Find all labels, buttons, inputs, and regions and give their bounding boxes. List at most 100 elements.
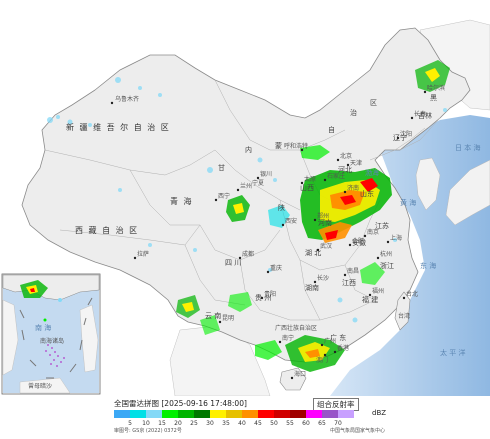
region-label-neimenggu-5: 区: [370, 99, 377, 107]
inset-land-south: [19, 377, 71, 394]
legend-tick-label: 45: [254, 420, 262, 427]
region-label-neimenggu-3: 自: [328, 125, 335, 134]
region-label-fujian: 福 建: [362, 295, 378, 304]
legend-tick-label: 50: [270, 420, 278, 427]
city-label-lanzhou: 兰州: [240, 182, 252, 190]
city-label-hangzhou: 杭州: [380, 250, 392, 258]
region-label-gansu: 甘: [218, 163, 225, 172]
legend-tick-label: 15: [158, 420, 166, 427]
region-label-ningxia: 宁夏: [252, 179, 264, 187]
region-label-sichuan: 四 川: [225, 259, 241, 267]
map-credit: 中国气象局国家气象中心: [330, 428, 386, 434]
region-label-xizang: 西 藏 自 治 区: [75, 225, 139, 235]
legend-unit: dBZ: [372, 409, 387, 417]
inset-coast: [2, 274, 100, 301]
region-label-qinghai: 青 海: [170, 196, 193, 206]
japan-islands: [445, 159, 490, 226]
sea-label-pacific: 太 平 洋: [440, 348, 465, 357]
city-label-taiyuan: 太原: [304, 175, 316, 183]
legend-swatch: [130, 410, 146, 418]
hainan-island: [279, 367, 307, 391]
legend-tick-label: 25: [190, 420, 198, 427]
sea-label-huanghai: 黄 海: [400, 198, 416, 207]
region-label-shaanxi: 陕: [278, 203, 285, 212]
city-label-beijing: 北京: [340, 152, 352, 160]
city-label-zhengzhou: 郑州: [317, 212, 329, 220]
inset-nine-dash-line: [19, 297, 93, 379]
radar-echoes: [47, 60, 450, 372]
inset-label-nanhai-islands: 南海诸岛: [40, 337, 64, 345]
legend-tick-label: 35: [222, 420, 230, 427]
legend-swatch: [194, 410, 210, 418]
region-label-henan: 河南: [318, 218, 332, 227]
city-label-wuhan: 武汉: [320, 242, 332, 250]
sea-labels: 渤海 黄 海 东 海 太 平 洋 日 本 海: [365, 143, 480, 357]
legend-tick-label: 60: [302, 420, 310, 427]
city-label-shanghai: 上海: [390, 234, 402, 242]
city-label-guangzhou: 广州: [324, 337, 336, 345]
map-approval-number: 审图号: GS京 (2022) 0372号: [114, 428, 182, 434]
legend-tick-label: 5: [128, 420, 132, 427]
legend-tick-label: 10: [142, 420, 150, 427]
south-china-sea-inset: 南海诸岛 南 海 曾母暗沙: [1, 273, 101, 395]
city-label-hohhot: 呼和浩特: [284, 142, 308, 150]
region-label-heilongjiang: 黑: [430, 94, 437, 102]
legend-tick-label: 40: [238, 420, 246, 427]
inset-land-west: [2, 299, 19, 376]
city-label-hefei: 合肥: [352, 237, 364, 245]
region-label-anhui: 安徽: [352, 238, 366, 247]
legend-tick-label: 30: [206, 420, 214, 427]
legend-tick-label: 70: [334, 420, 342, 427]
city-labels: 乌鲁木齐 西宁 兰州 拉萨 成都 重庆 贵阳 昆明 南宁 广州 海口 长沙 武汉…: [115, 84, 445, 378]
city-label-tianjin: 天津: [350, 160, 362, 167]
city-label-kunming: 昆明: [222, 315, 234, 322]
legend-swatch: [338, 410, 354, 418]
region-label-zhejiang: 浙江: [380, 261, 394, 270]
inset-label-zengmu: 曾母暗沙: [28, 382, 52, 390]
legend-swatch: [210, 410, 226, 418]
taiwan-island: [394, 291, 411, 331]
region-label-jilin: 吉林: [418, 111, 432, 120]
region-label-neimenggu-2: 蒙: [275, 141, 282, 150]
sea-label-donghai: 东 海: [420, 261, 436, 270]
city-label-nanning: 南宁: [282, 334, 294, 342]
legend-swatch: [322, 410, 338, 418]
region-label-yunnan: 云 南: [205, 311, 221, 320]
city-label-fuzhou: 福州: [372, 287, 384, 295]
legend-swatch: [274, 410, 290, 418]
region-label-guizhou: 贵 州: [255, 293, 271, 302]
inset-islands: [45, 344, 65, 367]
region-label-guangxi: 广西壮族自治区: [275, 324, 317, 332]
city-label-shijiazhuang: 石家庄: [327, 172, 345, 180]
legend-swatch: [258, 410, 274, 418]
legend-swatch: [242, 410, 258, 418]
region-label-neimenggu-1: 内: [245, 145, 252, 154]
city-label-jinan: 济南: [347, 184, 359, 192]
city-label-changsha: 长沙: [317, 274, 329, 282]
legend-swatch: [306, 410, 322, 418]
city-label-hongkong: 香港: [337, 344, 349, 352]
city-label-chongqing: 重庆: [270, 264, 282, 272]
legend-swatch: [114, 410, 130, 418]
region-label-shandong: 山东: [360, 189, 374, 198]
sea-label-bohai: 渤海: [365, 168, 379, 177]
sea-area: [330, 115, 490, 396]
city-label-shenyang: 沈阳: [400, 130, 412, 138]
legend-ticks: 5 10 15 20 25 30 35 40 45 50 55 60 65 70: [108, 420, 368, 429]
region-label-hubei: 湖 北: [305, 248, 321, 257]
radar-legend: 全国雷达拼图 [2025-09-16 17:48:00] 组合反射率 5 10 15…: [0, 396, 490, 439]
city-label-chengdu: 成都: [242, 250, 254, 258]
region-label-jiangxi: 江西: [342, 279, 356, 287]
region-label-hebei: 河北: [338, 166, 352, 174]
legend-tick-label: 65: [318, 420, 326, 427]
region-label-xinjiang: 新 疆 维 吾 尔 自 治 区: [66, 122, 170, 132]
legend-tick-label: 55: [286, 420, 294, 427]
china-mainland: [21, 27, 471, 363]
region-label-liaoning: 辽宁: [393, 133, 407, 142]
legend-swatch: [290, 410, 306, 418]
city-label-changchun: 长春: [414, 110, 426, 118]
city-label-harbin: 哈尔滨: [427, 84, 445, 92]
city-label-nanjing: 南京: [367, 228, 379, 236]
legend-swatch: [226, 410, 242, 418]
region-label-jiangsu: 江苏: [375, 221, 389, 230]
